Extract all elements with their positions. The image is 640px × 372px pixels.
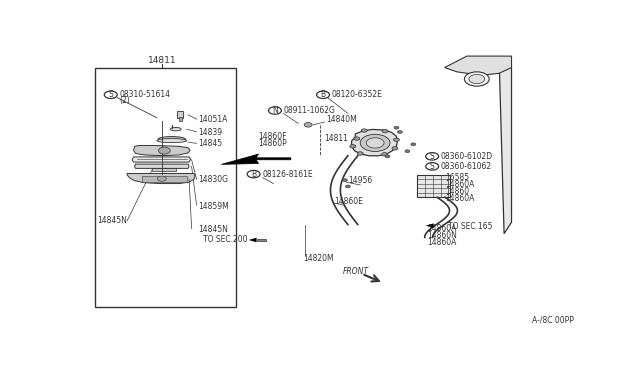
- Bar: [142, 176, 187, 182]
- Text: FRONT: FRONT: [343, 267, 369, 276]
- Text: 14860A: 14860A: [428, 224, 456, 233]
- Bar: [152, 169, 176, 171]
- Text: N: N: [272, 106, 278, 115]
- Bar: [417, 175, 449, 197]
- Circle shape: [357, 152, 364, 155]
- Text: S: S: [108, 90, 113, 99]
- Circle shape: [394, 126, 399, 129]
- Circle shape: [469, 74, 484, 84]
- Polygon shape: [134, 164, 189, 169]
- Text: 14840M: 14840M: [326, 115, 357, 124]
- Text: 14811: 14811: [324, 134, 348, 143]
- Circle shape: [392, 147, 398, 150]
- Polygon shape: [445, 56, 511, 75]
- Text: 08360-61062: 08360-61062: [440, 162, 492, 171]
- Ellipse shape: [158, 137, 186, 142]
- Text: 16585: 16585: [445, 173, 470, 182]
- Text: 14860P: 14860P: [259, 139, 287, 148]
- Polygon shape: [134, 145, 190, 155]
- Text: 08120-6352E: 08120-6352E: [332, 90, 383, 99]
- Polygon shape: [499, 59, 511, 234]
- Circle shape: [382, 129, 388, 133]
- Text: A-/8C 00PP: A-/8C 00PP: [532, 316, 573, 325]
- Bar: [257, 238, 266, 241]
- Polygon shape: [426, 223, 434, 228]
- Circle shape: [411, 143, 416, 146]
- Circle shape: [157, 176, 166, 181]
- Text: S: S: [430, 162, 435, 171]
- Text: (2): (2): [120, 96, 131, 105]
- Text: 14830G: 14830G: [198, 175, 228, 184]
- Text: TO SEC.200: TO SEC.200: [203, 235, 248, 244]
- Text: TO SEC.165: TO SEC.165: [448, 222, 493, 231]
- Text: 08360-6102D: 08360-6102D: [440, 152, 493, 161]
- Circle shape: [405, 150, 410, 153]
- Text: 14860A: 14860A: [445, 180, 475, 189]
- Polygon shape: [221, 154, 291, 164]
- Bar: [95, 68, 236, 307]
- Text: B: B: [321, 90, 326, 99]
- Text: 14845N: 14845N: [198, 225, 228, 234]
- Ellipse shape: [157, 139, 187, 142]
- Text: 14860N: 14860N: [428, 231, 457, 240]
- Bar: [179, 118, 182, 121]
- Circle shape: [350, 145, 356, 148]
- Text: 14811: 14811: [148, 56, 176, 65]
- Polygon shape: [249, 238, 257, 242]
- Circle shape: [354, 137, 360, 140]
- Text: 14051A: 14051A: [198, 115, 227, 124]
- Text: 14860E: 14860E: [335, 197, 364, 206]
- Text: 08126-8161E: 08126-8161E: [262, 170, 313, 179]
- Text: 14860F: 14860F: [259, 132, 287, 141]
- Text: S: S: [430, 152, 435, 161]
- Text: 14820M: 14820M: [303, 254, 334, 263]
- Circle shape: [397, 131, 403, 134]
- Polygon shape: [132, 157, 191, 162]
- Text: B: B: [251, 170, 256, 179]
- Circle shape: [360, 134, 390, 151]
- Polygon shape: [351, 129, 397, 156]
- Text: 14860A: 14860A: [445, 194, 475, 203]
- Text: 14845N: 14845N: [97, 216, 127, 225]
- Circle shape: [158, 147, 170, 154]
- Text: 14845: 14845: [198, 139, 222, 148]
- Circle shape: [385, 155, 390, 158]
- Text: 14859M: 14859M: [198, 202, 228, 211]
- Circle shape: [366, 138, 384, 148]
- Circle shape: [465, 72, 489, 86]
- Bar: [177, 111, 182, 118]
- Circle shape: [304, 122, 312, 127]
- Circle shape: [394, 138, 399, 141]
- Text: 08310-51614: 08310-51614: [120, 90, 171, 99]
- Text: 14860: 14860: [445, 186, 470, 196]
- Text: 14956: 14956: [348, 176, 372, 185]
- Circle shape: [381, 153, 388, 156]
- Text: 14839: 14839: [198, 128, 222, 137]
- Circle shape: [361, 129, 367, 132]
- Circle shape: [346, 185, 350, 188]
- Polygon shape: [127, 173, 195, 183]
- Text: 08911-1062G: 08911-1062G: [284, 106, 335, 115]
- Circle shape: [342, 179, 348, 182]
- Text: 14860A: 14860A: [428, 238, 456, 247]
- Ellipse shape: [170, 128, 181, 131]
